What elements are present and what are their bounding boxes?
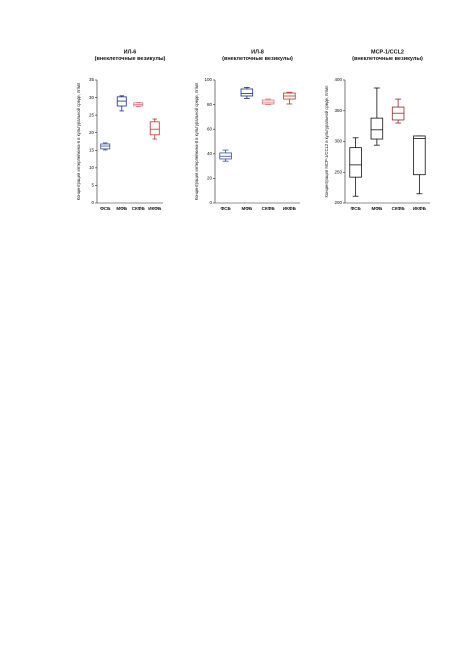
x-tick-label: ФСБ — [350, 206, 361, 211]
x-tick-label: ИКФБ — [413, 206, 427, 211]
y-tick-label: 20 — [89, 130, 95, 135]
x-tick-label: ФСБ — [100, 206, 111, 211]
y-tick-label: 200 — [334, 200, 342, 205]
chart-title: ИЛ-8 — [251, 49, 264, 55]
chart-subtitle: (внеклеточные везикулы) — [95, 56, 166, 62]
chart-title: ИЛ-6 — [124, 49, 137, 55]
chart: MCP-1/CCL2(внеклеточные везикулы) Концент… — [324, 49, 430, 211]
x-tick-label: ИКФБ — [148, 206, 162, 211]
y-tick-label: 5 — [91, 183, 94, 188]
box — [413, 135, 426, 176]
x-tick-label: ФСБ — [220, 206, 231, 211]
y-tick-label: 0 — [91, 200, 94, 205]
y-tick-label: 0 — [209, 200, 212, 205]
y-tick-label: 250 — [334, 169, 342, 174]
y-tick-label: 350 — [334, 108, 342, 113]
box — [370, 117, 384, 140]
y-axis-label: Концентрация интерлейкина-8 в культураль… — [194, 82, 199, 200]
y-tick-label: 35 — [89, 77, 95, 82]
x-tick-label: МФБ — [116, 206, 128, 211]
x-tick-label: СКФБ — [132, 206, 146, 211]
y-tick-label: 300 — [334, 139, 342, 144]
chart-subtitle: (внеклеточные везикулы) — [352, 56, 423, 62]
y-tick-label: 60 — [207, 126, 213, 131]
y-tick-label: 15 — [89, 147, 95, 152]
box — [149, 121, 160, 136]
chart-title: MCP-1/CCL2 — [371, 49, 404, 55]
y-tick-label: 100 — [204, 77, 212, 82]
y-tick-label: 80 — [207, 102, 213, 107]
chart-subtitle: (внеклеточные везикулы) — [222, 56, 293, 62]
y-tick-label: 25 — [89, 112, 95, 117]
x-tick-label: СКФБ — [392, 206, 406, 211]
box — [240, 88, 254, 97]
y-tick-label: 400 — [334, 77, 342, 82]
y-tick-label: 10 — [89, 165, 95, 170]
x-tick-label: СКФБ — [262, 206, 276, 211]
box — [349, 147, 362, 178]
x-tick-label: МФБ — [241, 206, 253, 211]
x-tick-label: ИКФБ — [283, 206, 297, 211]
y-tick-label: 20 — [207, 176, 213, 181]
chart: ИЛ-8(внеклеточные везикулы) Концентрация … — [194, 49, 300, 211]
y-axis-label: Концентрация интерлейкина-6 в культураль… — [76, 82, 81, 200]
y-axis-label: Концентрация MCP-1/CCL2 в культуральной … — [324, 85, 329, 197]
y-tick-label: 40 — [207, 151, 213, 156]
x-tick-label: МФБ — [371, 206, 383, 211]
y-tick-label: 30 — [89, 95, 95, 100]
chart: ИЛ-6(внеклеточные везикулы) Концентрация … — [76, 49, 165, 211]
